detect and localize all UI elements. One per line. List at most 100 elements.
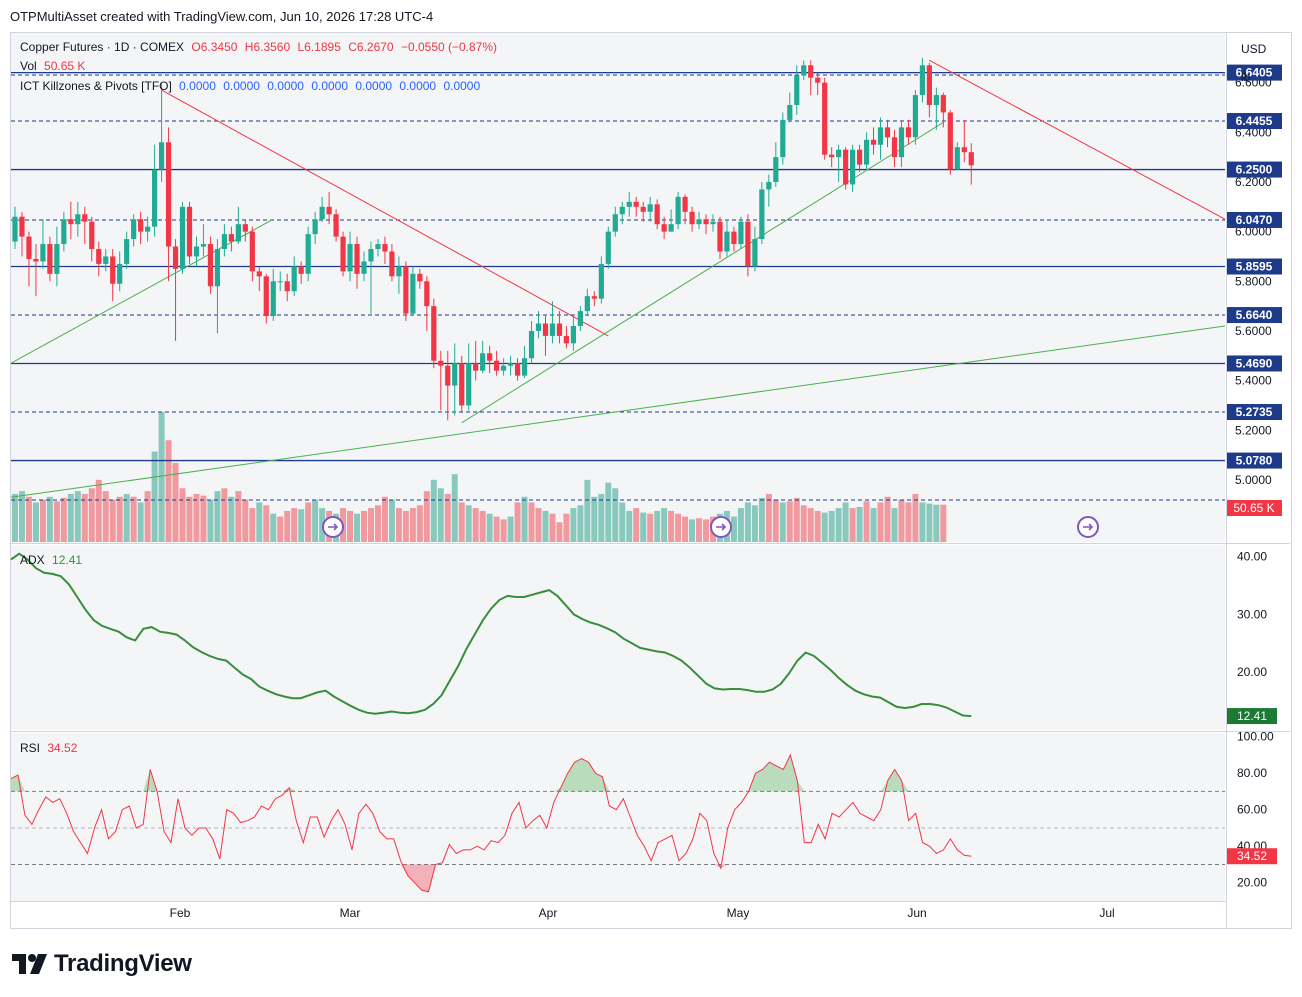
candle-body [158,142,165,170]
candle-body [773,157,779,182]
candle-body [452,363,458,386]
volume-bar [144,491,151,542]
volume-bar [814,510,821,542]
candle-body [375,244,381,250]
candle-body [731,231,737,245]
volume-bar [381,496,388,542]
candle-body [54,244,60,274]
candle-body [843,149,849,185]
candle-body [172,246,179,269]
candle-body [877,127,884,145]
level-label-text: 5.6640 [1236,308,1273,322]
candle-body [619,206,625,215]
volume-bar [772,499,779,542]
candle-body [494,360,500,371]
rsi-label-text: 34.52 [1237,849,1267,863]
candle-body [759,189,765,240]
volume-bar [730,516,737,542]
indicator-label[interactable]: ICT Killzones & Pivots [TFO] [20,79,172,93]
candle-body [445,365,451,386]
candle-body [354,244,360,274]
level-label-box [1227,307,1282,324]
indicator-value: 0.0000 [355,79,393,93]
level-label-box [1227,355,1282,372]
level-label-text: 5.0780 [1236,454,1273,468]
volume-bar [786,501,793,542]
event-marker-icon [1077,516,1099,538]
rsi-oversold-fill [421,864,429,892]
candle-body [933,95,939,106]
volume-bar [856,506,863,542]
currency-label[interactable]: USD [1241,42,1267,56]
adx-tick-label: 20.00 [1237,665,1267,679]
rsi-value: 34.52 [47,741,78,755]
candle-body [724,231,730,252]
volume-bar [661,508,668,542]
volume-bar [256,502,263,542]
candle-body [319,206,325,220]
volume-bar [598,493,605,542]
candle-body [82,214,88,222]
indicator-value: 0.0000 [267,79,304,93]
volume-bar [395,508,402,542]
volume-bar [842,502,849,542]
unit-label[interactable]: lb [1241,70,1251,84]
volume-label[interactable]: Vol [20,59,37,73]
candle-body [277,281,283,283]
symbol-title[interactable]: Copper Futures · 1D · COMEX [20,40,185,54]
candle-body [710,221,716,225]
candle-body [396,266,402,277]
event-marker-arrow [1083,523,1094,531]
time-tick-label: May [727,906,750,920]
candle-body [131,219,137,240]
candle-body [47,244,53,274]
volume-bar [521,496,528,542]
candle-body [124,239,130,264]
rsi-overbought-fill [783,754,791,792]
candle-body [703,219,709,225]
rsi-label[interactable]: RSI [20,741,41,755]
volume-bar [444,493,451,542]
volume-bar [12,493,18,542]
level-price-label: 5.2735 [1227,404,1282,421]
volume-bar [800,505,807,542]
volume-bar [270,513,277,542]
candle-body [787,105,793,120]
volume-bar [137,502,144,542]
volume-bar [765,493,772,542]
candle-body [368,249,374,262]
candle-body [473,363,479,371]
volume-bar [507,516,514,542]
time-tick-label: Apr [539,906,558,920]
candle-body [403,266,409,314]
volume-bar [165,440,172,542]
level-label-box [1227,211,1282,228]
candle-body [284,281,290,292]
brand-name: TradingView [54,950,192,977]
candle-body [61,219,67,245]
rsi-overbought-fill [602,776,610,792]
volume-bar [228,496,235,542]
level-label-box [1227,452,1282,469]
candle-body [563,335,570,344]
adx-label[interactable]: ADX [20,553,45,567]
volume-bar [416,505,423,542]
volume-bar [95,479,102,542]
volume-bar [298,509,305,542]
candle-body [612,214,618,232]
chart-frame [10,32,1292,929]
candle-body [424,281,430,307]
volume-bar [744,502,751,542]
adx-label-text: 12.41 [1237,709,1267,723]
volume-bar [689,519,696,542]
candle-body [193,246,200,257]
candle-body [738,221,744,245]
volume-bar [926,503,933,542]
candle-body [312,219,318,235]
price-tick-label: 5.0000 [1235,473,1272,487]
candle-body [647,204,653,212]
candle-body [577,311,583,326]
tradingview-brand[interactable]: TradingView [12,948,192,980]
volume-bar [158,412,165,542]
